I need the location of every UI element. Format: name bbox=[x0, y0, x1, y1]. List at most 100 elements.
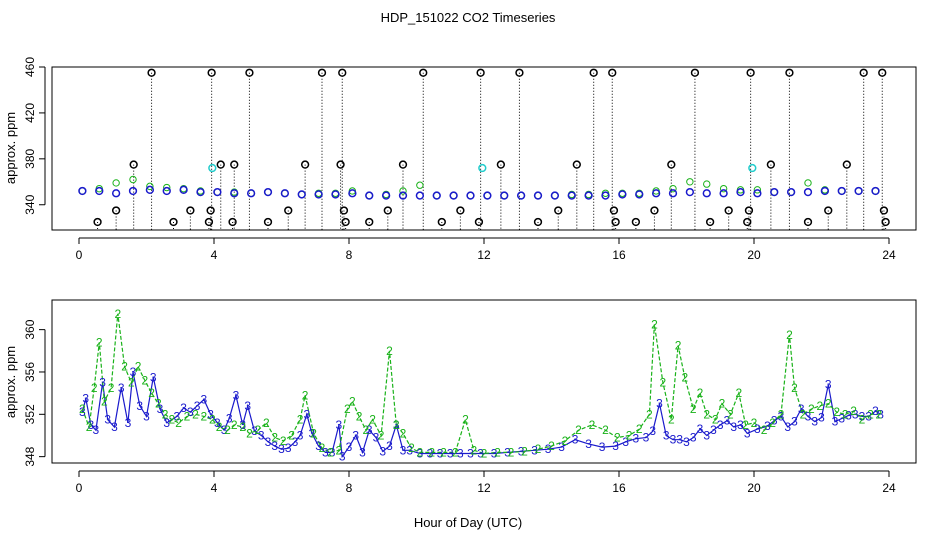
level2-point: 2 bbox=[246, 426, 253, 440]
outlier-point bbox=[650, 206, 659, 215]
level3-point bbox=[95, 186, 104, 196]
level2-point: 2 bbox=[562, 434, 569, 448]
level2-point: 2 bbox=[646, 407, 653, 421]
outlier-point bbox=[230, 160, 239, 169]
level3-point bbox=[381, 191, 391, 200]
level2-point: 2 bbox=[800, 407, 807, 421]
level3-point: 3 bbox=[703, 428, 710, 442]
level3-point: 3 bbox=[366, 423, 373, 437]
outlier-point bbox=[204, 217, 214, 227]
level3-point: 3 bbox=[697, 422, 704, 436]
level2-point: 2 bbox=[548, 439, 555, 453]
level3-point: 3 bbox=[838, 412, 845, 426]
level3-point: 3 bbox=[87, 418, 94, 432]
level3-point: 3 bbox=[406, 443, 413, 457]
level3-point bbox=[803, 187, 813, 197]
level3-point: 3 bbox=[163, 416, 170, 430]
level3-point bbox=[820, 186, 830, 196]
level2-point: 2 bbox=[344, 402, 351, 416]
level3-point bbox=[162, 186, 171, 196]
level3-point: 3 bbox=[663, 428, 670, 442]
level2-point: 2 bbox=[393, 418, 400, 432]
y-tick-label: 340 bbox=[23, 194, 37, 214]
level2-point: 2 bbox=[400, 426, 407, 440]
level3-point: 3 bbox=[437, 446, 444, 460]
level2-point: 2 bbox=[224, 423, 231, 437]
level3-point: 3 bbox=[233, 388, 240, 402]
x-tick-label: 24 bbox=[882, 248, 896, 262]
level2-point bbox=[129, 175, 137, 184]
level2-point: 2 bbox=[703, 407, 710, 421]
x-tick-label: 16 bbox=[612, 481, 626, 495]
level3-point bbox=[331, 190, 340, 199]
level2-point: 2 bbox=[148, 386, 155, 400]
outlier-point bbox=[245, 68, 254, 77]
level3-point: 3 bbox=[771, 414, 778, 428]
level3-point: 3 bbox=[859, 409, 866, 423]
level3-point bbox=[415, 191, 425, 200]
series-line-level3 bbox=[81, 371, 881, 459]
level3-point: 3 bbox=[322, 445, 329, 459]
plot-area-top bbox=[51, 66, 917, 231]
cyan-point bbox=[478, 163, 487, 173]
level3-point bbox=[179, 185, 188, 194]
level3-point bbox=[246, 189, 256, 198]
level2-point: 2 bbox=[575, 423, 582, 437]
level3-point bbox=[230, 189, 239, 198]
level3-point bbox=[213, 187, 222, 197]
level2-point: 2 bbox=[876, 407, 883, 421]
level2-point: 2 bbox=[428, 445, 435, 459]
level2-point: 2 bbox=[91, 381, 98, 395]
level3-point: 3 bbox=[690, 431, 697, 445]
level3-point: 3 bbox=[303, 407, 310, 421]
level2-point: 2 bbox=[786, 328, 793, 342]
axes-top: 0 4 8 12 16 20 24 340 380 420 460 bbox=[23, 57, 896, 262]
level3-point: 3 bbox=[754, 422, 761, 436]
level3-point: 3 bbox=[784, 420, 791, 434]
level2-point: 2 bbox=[727, 407, 734, 421]
outlier-point bbox=[785, 68, 794, 77]
level3-point: 3 bbox=[93, 423, 100, 437]
level3-point bbox=[550, 191, 560, 200]
axes-bottom: 0 4 8 12 16 20 24 348 352 356 360 bbox=[23, 319, 896, 495]
level2-point: 2 bbox=[816, 399, 823, 413]
level3-point: 3 bbox=[818, 410, 825, 424]
level3-point: 3 bbox=[545, 442, 552, 456]
level3-point: 3 bbox=[558, 440, 565, 454]
level2-point: 2 bbox=[833, 405, 840, 419]
panel-top: 0 4 8 12 16 20 24 340 380 420 460 approx. ppm bbox=[3, 57, 917, 262]
level3-point: 3 bbox=[518, 444, 525, 458]
level3-point bbox=[78, 186, 87, 196]
level3-point: 3 bbox=[400, 443, 407, 457]
level3-point: 3 bbox=[386, 439, 393, 453]
level3-point: 3 bbox=[643, 431, 650, 445]
level2-point: 2 bbox=[356, 409, 363, 423]
level3-point bbox=[365, 191, 374, 200]
level2-point: 2 bbox=[114, 307, 121, 321]
level3-point: 3 bbox=[417, 446, 424, 460]
level2-point: 2 bbox=[735, 386, 742, 400]
level2-point: 2 bbox=[108, 381, 115, 395]
level2-point bbox=[112, 179, 120, 187]
level2-point: 2 bbox=[162, 407, 169, 421]
level3-point: 3 bbox=[278, 442, 285, 456]
x-tick-label: 8 bbox=[346, 248, 353, 262]
level2-point: 2 bbox=[231, 418, 238, 432]
level2-point: 2 bbox=[255, 423, 262, 437]
outlier-point bbox=[724, 206, 733, 215]
series-lines-bottom bbox=[81, 313, 881, 459]
plot-marks-top bbox=[78, 68, 890, 227]
level3-point bbox=[263, 187, 273, 197]
level3-point: 3 bbox=[265, 435, 272, 449]
x-tick-label: 8 bbox=[346, 481, 353, 495]
level2-point: 2 bbox=[417, 445, 424, 459]
level3-point: 3 bbox=[744, 426, 751, 440]
level2-point: 2 bbox=[141, 373, 148, 387]
level3-point: 3 bbox=[201, 392, 208, 406]
level2-point: 2 bbox=[327, 445, 334, 459]
level3-point: 3 bbox=[271, 439, 278, 453]
level2-point: 2 bbox=[494, 445, 501, 459]
level2-point: 2 bbox=[719, 397, 726, 411]
level3-point: 3 bbox=[683, 435, 690, 449]
